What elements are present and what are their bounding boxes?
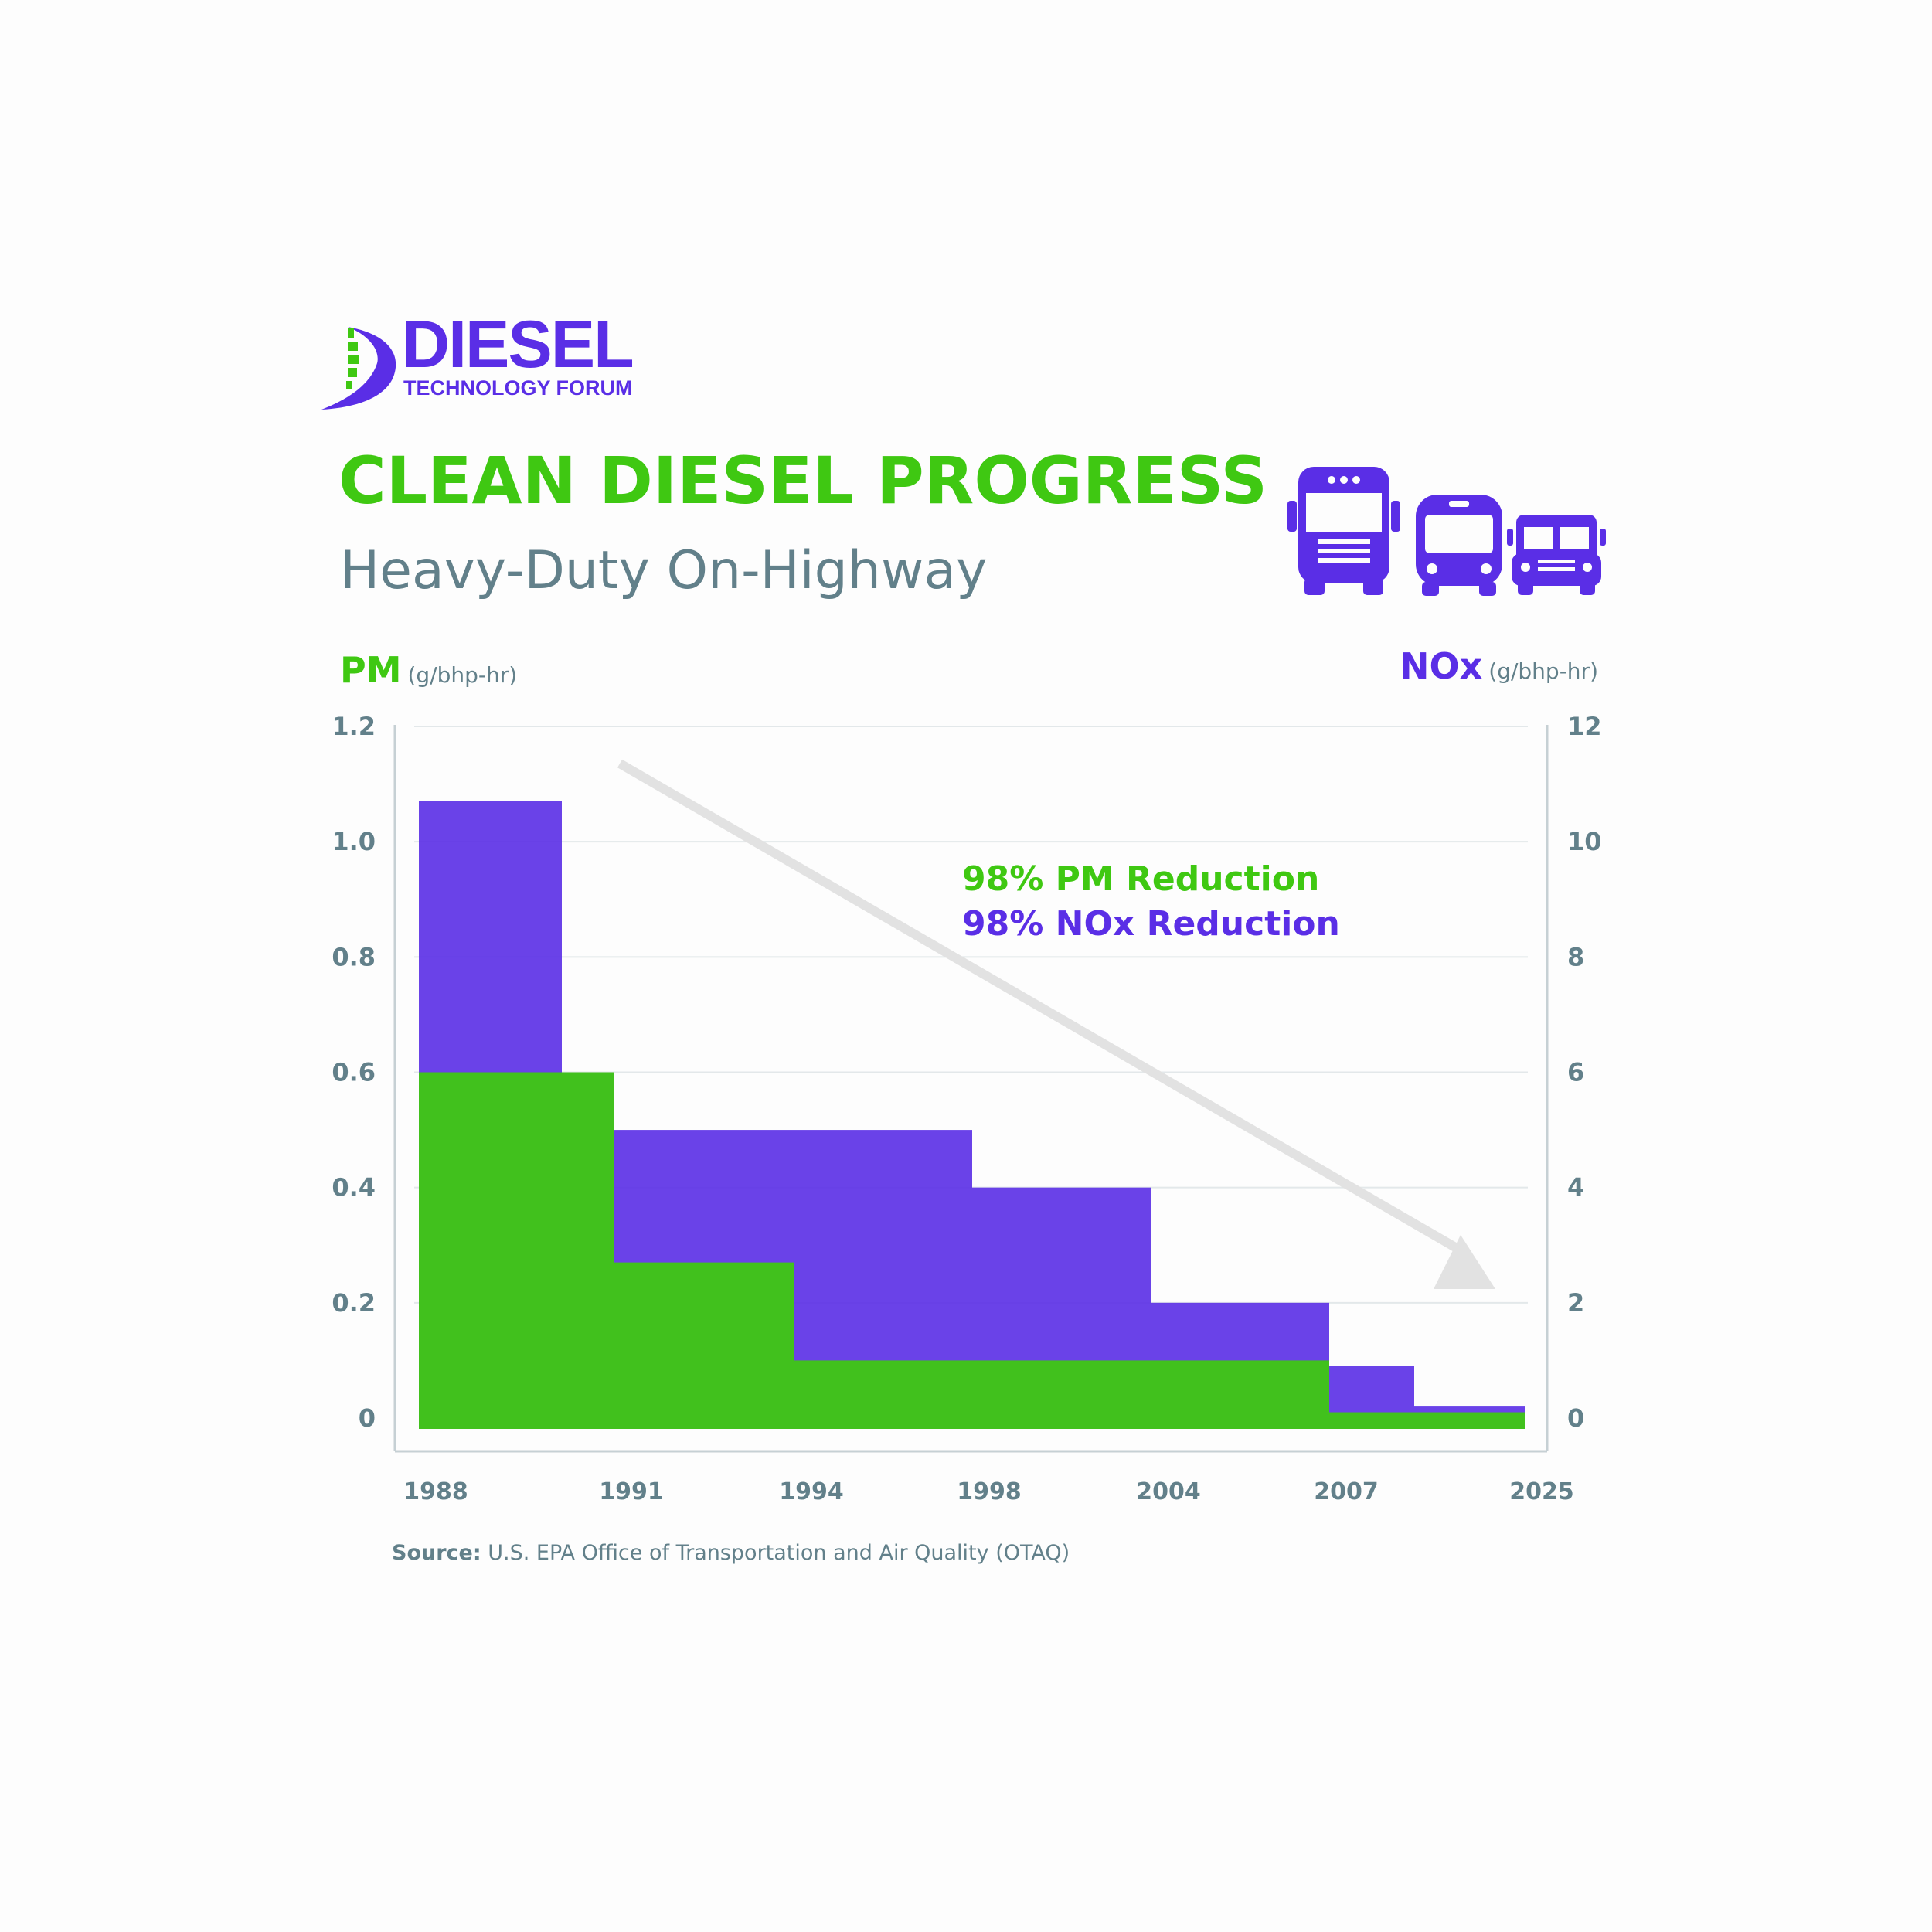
y-right-tick-label: 8 <box>1567 942 1584 971</box>
trend-arrow-head <box>1434 1235 1495 1289</box>
pm-bar <box>1329 1412 1525 1429</box>
pm-bar <box>614 1262 794 1429</box>
pm-bar <box>794 1360 1329 1429</box>
source-label: Source: <box>392 1541 481 1565</box>
x-tick-label: 2004 <box>1136 1478 1201 1505</box>
source-text: U.S. EPA Office of Transportation and Ai… <box>488 1541 1070 1565</box>
pm-bar <box>419 1072 614 1429</box>
page-title: CLEAN DIESEL PROGRESS <box>338 443 1268 519</box>
nox-axis-name: NOx <box>1400 645 1483 687</box>
y-right-tick-label: 0 <box>1567 1403 1584 1433</box>
logo-word: DIESEL <box>402 308 634 382</box>
pm-axis-title: PM (g/bhp-hr) <box>340 649 517 691</box>
y-left-tick-label: 0.2 <box>332 1288 376 1318</box>
source-note: Source: U.S. EPA Office of Transportatio… <box>392 1541 1070 1565</box>
y-left-tick-label: 1.2 <box>332 712 376 741</box>
nox-reduction-label: 98% NOx Reduction <box>962 904 1340 944</box>
y-right-tick-label: 12 <box>1567 712 1602 741</box>
pm-reduction-label: 98% PM Reduction <box>962 859 1319 899</box>
y-left-tick-label: 0.4 <box>332 1173 376 1202</box>
truck-icon <box>1287 467 1400 595</box>
nox-axis-title: NOx (g/bhp-hr) <box>1400 645 1598 687</box>
y-left-tick-label: 0.8 <box>332 942 376 971</box>
transit-bus-icon <box>1416 495 1502 596</box>
trend-arrow-line <box>617 759 1464 1255</box>
school-bus-icon <box>1507 515 1606 595</box>
y-left-tick-label: 0.6 <box>332 1058 376 1087</box>
y-left-tick-label: 0 <box>359 1403 376 1433</box>
x-tick-label: 1991 <box>599 1478 664 1505</box>
pm-axis-unit: (g/bhp-hr) <box>407 662 518 688</box>
page-subtitle: Heavy-Duty On-Highway <box>340 540 988 601</box>
y-right-tick-label: 6 <box>1567 1058 1584 1087</box>
x-tick-label: 1998 <box>957 1478 1022 1505</box>
x-tick-label: 2007 <box>1314 1478 1379 1505</box>
x-tick-label: 1994 <box>779 1478 844 1505</box>
pm-axis-name: PM <box>340 649 402 691</box>
diesel-technology-forum-logo: DIESEL TECHNOLOGY FORUM <box>317 311 665 413</box>
nox-axis-unit: (g/bhp-hr) <box>1488 658 1598 684</box>
y-right-tick-label: 10 <box>1567 827 1602 856</box>
y-left-tick-label: 1.0 <box>332 827 376 856</box>
vehicle-icons <box>1283 462 1607 601</box>
y-right-tick-label: 2 <box>1567 1288 1584 1318</box>
road-swoosh-icon <box>321 327 396 410</box>
y-right-tick-label: 4 <box>1567 1173 1584 1202</box>
logo-subtitle: TECHNOLOGY FORUM <box>403 376 633 400</box>
x-tick-label: 2025 <box>1509 1478 1574 1505</box>
x-tick-label: 1988 <box>403 1478 468 1505</box>
